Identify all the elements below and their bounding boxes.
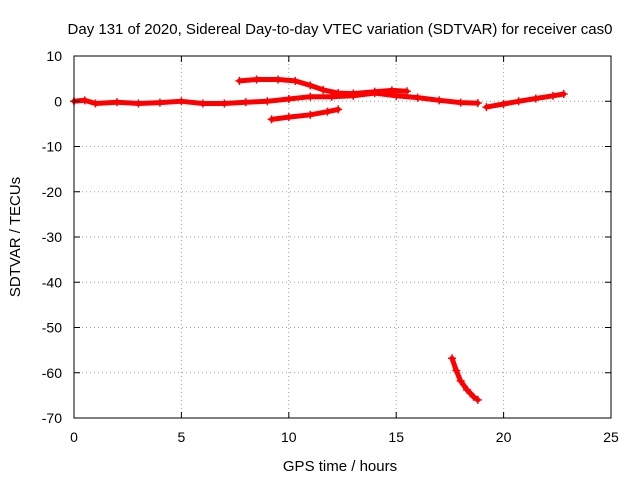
data-point (155, 98, 164, 107)
data-point (91, 99, 100, 108)
data-point (241, 98, 250, 107)
data-point (220, 99, 229, 108)
y-tick-label: 10 (46, 48, 62, 64)
x-tick-label: 20 (496, 429, 512, 445)
y-tick-label: -20 (42, 184, 62, 200)
grid (74, 56, 611, 418)
y-tick-label: -70 (42, 410, 62, 426)
data-point (448, 354, 457, 363)
data-point (482, 103, 491, 112)
data-point (267, 115, 276, 124)
data-point (413, 93, 422, 102)
y-tick-label: -40 (42, 274, 62, 290)
x-axis-label: GPS time / hours (283, 458, 397, 475)
data-point (112, 98, 121, 107)
data-point (334, 89, 343, 98)
x-tick-label: 0 (70, 429, 78, 445)
data-point (387, 86, 396, 95)
data-point (456, 376, 465, 385)
data-point (473, 395, 482, 404)
data-point (402, 87, 411, 96)
y-axis-label: SDTVAR / TECUs (7, 177, 24, 297)
data-point (435, 96, 444, 105)
data-point (134, 99, 143, 108)
data-point (514, 97, 523, 106)
data-point (284, 94, 293, 103)
y-tick-label: -10 (42, 139, 62, 155)
data-point (334, 105, 343, 114)
data-point (349, 89, 358, 98)
data-point (177, 97, 186, 106)
data-point (274, 75, 283, 84)
data-point (499, 99, 508, 108)
x-tick-label: 15 (388, 429, 404, 445)
data-point (370, 87, 379, 96)
data-point (306, 110, 315, 119)
data-point (323, 107, 332, 116)
data-point (306, 92, 315, 101)
y-tick-label: 0 (54, 93, 62, 109)
data-point (473, 99, 482, 108)
data-point (452, 366, 461, 375)
data-point (263, 97, 272, 106)
x-tick-label: 5 (178, 429, 186, 445)
x-tick-label: 25 (603, 429, 619, 445)
data-point (531, 94, 540, 103)
data-point (469, 392, 478, 401)
chart-title: Day 131 of 2020, Sidereal Day-to-day VTE… (68, 21, 613, 38)
data-point (319, 85, 328, 94)
data-point (80, 96, 89, 105)
data-point (252, 75, 261, 84)
data-point (559, 90, 568, 99)
data-point (549, 91, 558, 100)
x-tick-labels: 0 5 10 15 20 25 (70, 429, 619, 445)
y-tick-label: -30 (42, 229, 62, 245)
y-tick-labels: 10 0 -10 -20 -30 -40 -50 -60 -70 (42, 48, 62, 426)
x-tick-label: 10 (281, 429, 297, 445)
data-point (198, 99, 207, 108)
data-point (235, 76, 244, 85)
data-series (70, 75, 568, 404)
data-point (456, 98, 465, 107)
data-point (463, 385, 472, 394)
data-point (284, 113, 293, 122)
y-tick-label: -50 (42, 320, 62, 336)
axis-ticks (73, 55, 612, 419)
y-tick-label: -60 (42, 365, 62, 381)
data-point (291, 76, 300, 85)
data-point (306, 81, 315, 90)
